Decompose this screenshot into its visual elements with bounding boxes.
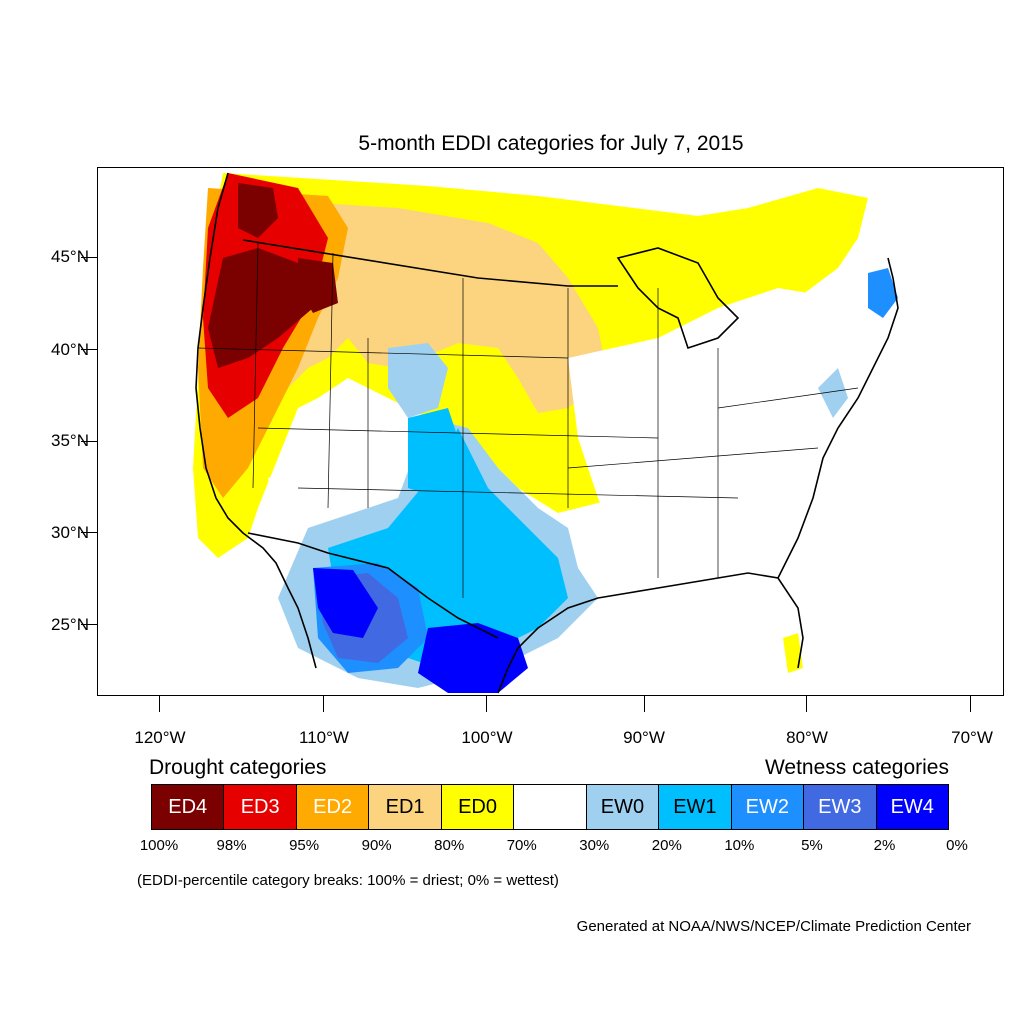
percent-break-label: 95%: [289, 837, 320, 854]
pacific-coastline: [195, 172, 317, 669]
gulf-coastline: [497, 572, 804, 694]
legend-box-ew1: EW1: [659, 785, 732, 829]
state-line: [567, 447, 819, 469]
ew4-region-sonora: [313, 568, 378, 638]
ed0-region-florida: [783, 633, 803, 673]
ew4-region-rio-grande: [418, 623, 528, 693]
legend-box-neutral: [514, 785, 587, 829]
category-breaks-note: (EDDI-percentile category breaks: 100% =…: [137, 872, 559, 889]
great-lakes-outline: [616, 247, 740, 350]
lat-tick: [81, 441, 97, 442]
percent-break-label: 70%: [506, 837, 537, 854]
mexico-border: [247, 532, 499, 639]
ew1-region-new-mexico: [408, 408, 468, 498]
legend-box-ed1: ED1: [369, 785, 442, 829]
atlantic-coastline: [777, 257, 899, 579]
percent-break-label: 10%: [724, 837, 755, 854]
canada-border: [242, 239, 618, 287]
lon-label-90: 90°W: [623, 728, 665, 747]
lon-tick: [486, 696, 487, 712]
category-fields: [193, 173, 898, 693]
lon-tick: [806, 696, 807, 712]
state-line: [327, 252, 334, 509]
percent-break-label: 98%: [216, 837, 247, 854]
lon-tick: [644, 696, 645, 712]
lat-tick: [81, 257, 97, 258]
lat-tick: [81, 349, 97, 350]
percent-break-label: 90%: [361, 837, 392, 854]
ed4-region-idaho: [298, 258, 338, 313]
map-frame: [97, 167, 1004, 696]
lon-label-100: 100°W: [461, 728, 513, 747]
state-lines: [197, 242, 859, 598]
lon-label-110: 110°W: [299, 728, 349, 747]
lon-tick: [323, 696, 324, 712]
lon-label-120: 120°W: [134, 728, 186, 747]
legend-box-ed0: ED0: [441, 785, 515, 829]
percent-break-label: 2%: [873, 837, 896, 854]
lat-tick: [81, 532, 97, 533]
legend-box-ew2: EW2: [731, 785, 805, 829]
map-title: 5-month EDDI categories for July 7, 2015: [358, 132, 744, 155]
legend-color-bar: ED4 ED3 ED2 ED1 ED0 EW0 EW1 EW2 EW3 EW4: [151, 784, 949, 830]
wetness-categories-heading: Wetness categories: [764, 756, 949, 779]
percent-break-label: 5%: [801, 837, 823, 854]
ew0-region-colorado: [388, 343, 448, 418]
legend-box-ew0: EW0: [586, 785, 660, 829]
credit-line: Generated at NOAA/NWS/NCEP/Climate Predi…: [576, 918, 971, 935]
lat-tick: [81, 624, 97, 625]
percent-break-label: 100%: [139, 837, 179, 854]
percent-break-label: 30%: [579, 837, 610, 854]
boundary-lines: [195, 172, 899, 694]
ew0-region-mid-atlantic: [818, 368, 848, 418]
ed4-region-cascades: [238, 183, 278, 238]
ed4-region-pacific-nw: [208, 248, 313, 368]
legend-box-ed3: ED3: [224, 785, 297, 829]
eddi-map: [193, 172, 899, 694]
state-line: [197, 347, 569, 359]
lat-label-45: 45°N: [51, 247, 89, 266]
lat-label-30: 30°N: [51, 523, 89, 542]
state-line: [257, 427, 659, 439]
lon-tick: [970, 696, 971, 712]
drought-categories-heading: Drought categories: [149, 756, 327, 779]
percent-break-label: 20%: [651, 837, 682, 854]
lat-label-40: 40°N: [51, 340, 89, 359]
ew-region-new-england: [868, 268, 898, 318]
lat-label-35: 35°N: [51, 431, 89, 450]
legend-box-ed4: ED4: [152, 785, 225, 829]
state-line: [717, 387, 859, 409]
state-line: [252, 242, 259, 489]
percent-break-label: 0%: [946, 837, 968, 854]
legend-box-ew3: EW3: [804, 785, 877, 829]
neutral-region-east: [568, 288, 858, 588]
state-line: [297, 487, 739, 499]
legend-box-ew4: EW4: [876, 785, 948, 829]
lon-label-70: 70°W: [951, 728, 993, 747]
lat-label-25: 25°N: [51, 615, 89, 634]
legend-box-ed2: ED2: [296, 785, 370, 829]
lon-label-80: 80°W: [786, 728, 828, 747]
percent-break-label: 80%: [434, 837, 465, 854]
lon-tick: [159, 696, 160, 712]
